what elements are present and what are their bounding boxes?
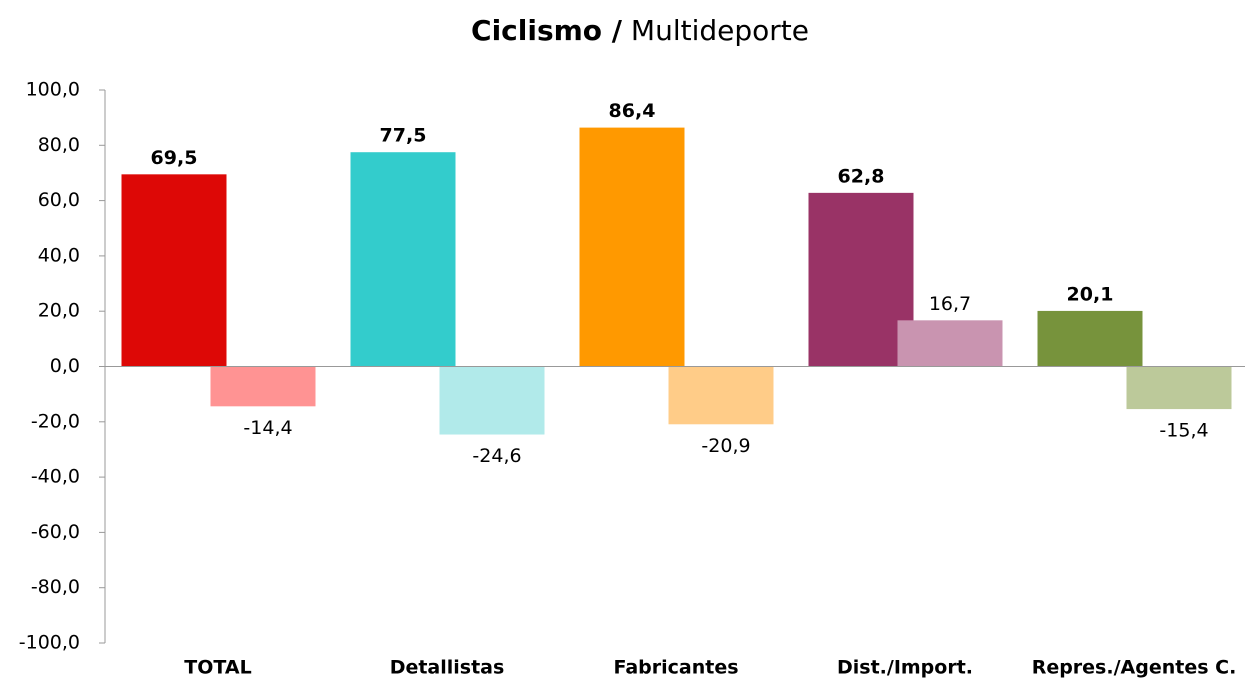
y-tick-label: -40,0 (31, 466, 80, 488)
x-tick-label: Fabricantes (613, 657, 738, 679)
bar (439, 366, 545, 435)
bar (121, 174, 227, 367)
y-tick-label: 100,0 (26, 79, 80, 101)
bar (1037, 310, 1143, 367)
x-tick-label: Dist./Import. (837, 657, 973, 679)
data-label: -24,6 (472, 445, 521, 467)
x-tick-label: Detallistas (390, 657, 505, 679)
y-tick-label: -80,0 (31, 576, 80, 598)
bar (808, 192, 914, 367)
data-label: 20,1 (1067, 283, 1114, 305)
chart-title: Ciclismo / Multideporte (471, 14, 809, 47)
x-tick-label: Repres./Agentes C. (1032, 657, 1237, 679)
title-regular: Multideporte (631, 14, 809, 47)
data-label: -14,4 (243, 417, 292, 439)
x-tick-label: TOTAL (184, 657, 251, 679)
y-tick-label: 80,0 (38, 134, 80, 156)
data-label: -15,4 (1159, 420, 1208, 442)
y-tick-label: 20,0 (38, 300, 80, 322)
data-label: 16,7 (929, 293, 971, 315)
y-tick-label: -60,0 (31, 521, 80, 543)
bar (897, 320, 1003, 367)
bar (210, 366, 316, 407)
bar (1126, 366, 1232, 410)
y-tick-label: -100,0 (19, 632, 80, 654)
data-label: 62,8 (838, 165, 885, 187)
y-tick-label: 40,0 (38, 244, 80, 266)
data-label: 69,5 (151, 147, 198, 169)
data-label: 86,4 (609, 100, 656, 122)
bar (350, 152, 456, 367)
y-tick-label: 60,0 (38, 189, 80, 211)
data-label: 77,5 (380, 125, 427, 147)
bar (668, 366, 774, 425)
y-tick-label: 0,0 (50, 355, 80, 377)
bar (579, 127, 685, 367)
title-bold: Ciclismo / (471, 14, 623, 47)
data-label: -20,9 (701, 435, 750, 457)
y-tick-label: -20,0 (31, 410, 80, 432)
